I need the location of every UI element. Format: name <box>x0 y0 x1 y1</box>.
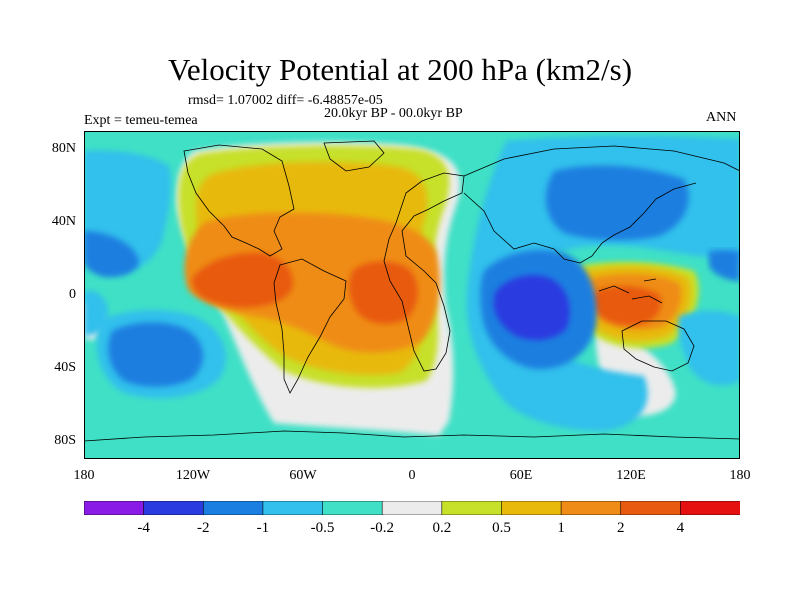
colorbar-label: 0.5 <box>492 520 511 536</box>
colorbar-label: 1 <box>557 520 565 536</box>
colorbar-swatch <box>262 501 324 515</box>
lon-tick-label: 0 <box>408 468 416 483</box>
contour-maximum-atlantic <box>349 261 418 324</box>
colorbar <box>84 501 740 515</box>
contour-negative-moderate-pacific-north <box>84 231 139 278</box>
coast-antarctica <box>84 430 740 442</box>
lat-tick-label: 40N <box>51 214 76 229</box>
coastlines <box>84 140 740 442</box>
colorbar-label: -1 <box>256 520 270 536</box>
colorbar-label: 2 <box>616 520 625 536</box>
coast-greenland <box>323 140 385 172</box>
colorbar-label: -0.5 <box>310 520 335 536</box>
lon-tick-label: 180 <box>73 468 95 483</box>
colorbar-label: -4 <box>137 520 150 536</box>
coast-south-america <box>273 258 347 394</box>
season-label: ANN <box>706 110 737 125</box>
contour-negative-moderate-asia <box>545 165 689 241</box>
lon-tick-label: 60E <box>509 468 533 483</box>
contour-negative-east-pacific <box>678 310 740 386</box>
contour-maximum-eastpacific <box>192 252 293 308</box>
coast-maritime-islands <box>598 278 663 304</box>
coast-australia <box>621 320 695 372</box>
lon-tick-label: 60W <box>289 468 317 483</box>
coast-europe-africa <box>383 172 465 372</box>
contour-minimum-indian-ocean <box>493 275 570 341</box>
lon-tick-label: 120E <box>616 468 646 483</box>
colorbar-swatch <box>441 501 503 515</box>
colorbar-label: 0.2 <box>432 520 452 536</box>
period-subtitle: 20.0kyr BP - 00.0kyr BP <box>324 106 463 121</box>
colorbar-label: -0.2 <box>370 520 395 536</box>
colorbar-swatch <box>501 501 562 515</box>
lat-tick-label: 80N <box>51 141 76 156</box>
colorbar-swatch <box>620 501 682 515</box>
lat-tick-label: 40S <box>54 360 76 375</box>
colorbar-swatch <box>202 501 264 515</box>
lat-tick-label: 0 <box>69 287 76 302</box>
lon-tick-label: 180 <box>729 468 751 483</box>
map-frame <box>84 131 740 459</box>
contour-maximum-mc <box>593 286 662 326</box>
colorbar-swatch <box>84 501 145 515</box>
colorbar-swatch <box>680 501 740 515</box>
chart-title: Velocity Potential at 200 hPa (km2/s) <box>167 52 633 87</box>
experiment-label: Expt = temeu-temea <box>84 113 198 128</box>
colorbar-swatch <box>143 501 205 515</box>
coast-north-america <box>183 144 295 257</box>
contour-negative-moderate-east <box>709 250 740 281</box>
lon-tick-label: 120W <box>175 468 211 483</box>
colorbar-swatch <box>381 501 443 515</box>
colorbar-swatch <box>560 501 622 515</box>
contour-negative-moderate-sepacific <box>108 322 204 387</box>
colorbar-swatch <box>322 501 383 515</box>
colorbar-label: -2 <box>197 520 210 536</box>
colorbar-label: 4 <box>676 520 685 536</box>
velocity-potential-map <box>84 131 740 459</box>
lat-tick-label: 80S <box>54 433 76 448</box>
coast-asia <box>463 145 740 264</box>
stats-subtitle: rmsd= 1.07002 diff= -6.48857e-05 <box>188 93 383 108</box>
